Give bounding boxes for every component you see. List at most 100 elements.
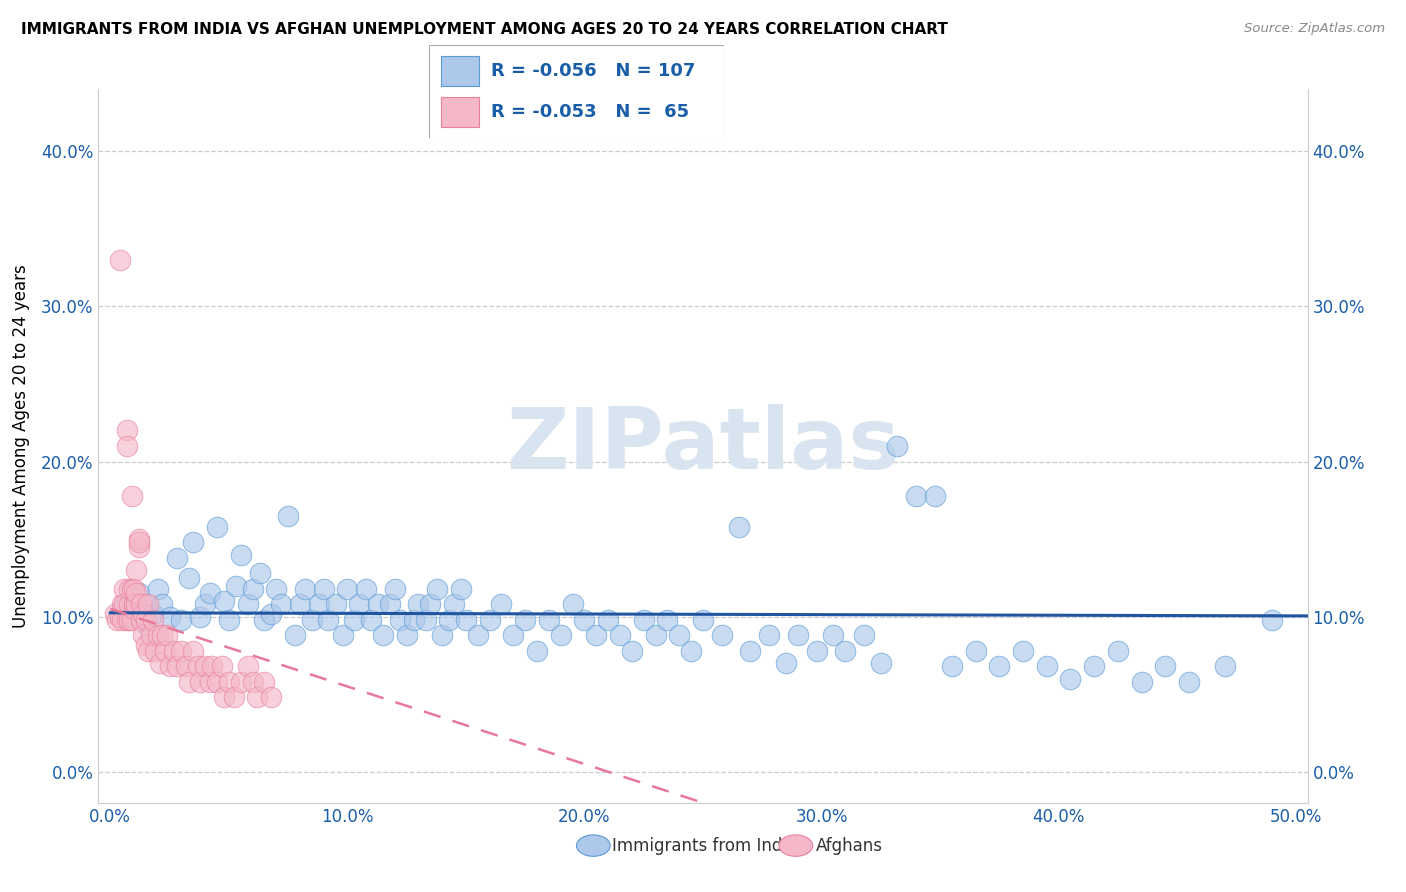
Point xyxy=(166,550,188,565)
Point xyxy=(111,597,134,611)
Point xyxy=(356,582,378,596)
Point xyxy=(439,613,461,627)
Point xyxy=(146,628,169,642)
Point xyxy=(181,644,204,658)
Point xyxy=(502,628,524,642)
Point xyxy=(190,674,212,689)
Point xyxy=(308,597,330,611)
Point xyxy=(408,597,430,611)
Point xyxy=(312,582,335,596)
Point xyxy=(136,597,159,611)
Point xyxy=(159,659,181,673)
Point xyxy=(229,548,252,562)
Point xyxy=(823,628,845,642)
Point xyxy=(869,656,891,670)
Point xyxy=(478,613,501,627)
Point xyxy=(550,628,572,642)
Point xyxy=(644,628,666,642)
Point xyxy=(242,674,264,689)
Point xyxy=(367,597,389,611)
Text: ZIPatlas: ZIPatlas xyxy=(506,404,900,488)
Point xyxy=(114,582,136,596)
Circle shape xyxy=(779,835,813,856)
Point xyxy=(118,613,141,627)
Point xyxy=(260,607,283,621)
Point xyxy=(205,519,228,533)
Point xyxy=(253,613,276,627)
Point xyxy=(129,597,152,611)
Point xyxy=(657,613,679,627)
Point xyxy=(225,579,247,593)
Point xyxy=(104,607,127,621)
Text: R = -0.053   N =  65: R = -0.053 N = 65 xyxy=(491,103,689,121)
Point xyxy=(443,597,465,611)
Circle shape xyxy=(576,835,610,856)
Point xyxy=(415,613,437,627)
Point xyxy=(121,489,143,503)
Point xyxy=(775,656,797,670)
Point xyxy=(153,644,176,658)
Point xyxy=(294,582,316,596)
Point xyxy=(115,424,138,438)
Point xyxy=(270,597,292,611)
Point xyxy=(135,638,157,652)
Point xyxy=(205,674,228,689)
Bar xyxy=(440,97,479,127)
Point xyxy=(122,597,145,611)
Point xyxy=(332,628,354,642)
Point xyxy=(941,659,963,673)
Point xyxy=(218,613,240,627)
Point xyxy=(128,540,150,554)
Point xyxy=(174,659,197,673)
Text: Afghans: Afghans xyxy=(815,837,883,855)
Point xyxy=(128,535,150,549)
Bar xyxy=(440,56,479,86)
Point xyxy=(177,571,200,585)
Point xyxy=(467,628,489,642)
Point xyxy=(108,609,131,624)
Point xyxy=(343,613,366,627)
Point xyxy=(125,597,148,611)
Point xyxy=(284,628,307,642)
Point xyxy=(360,613,382,627)
Point xyxy=(1012,644,1035,658)
Point xyxy=(668,628,690,642)
Point xyxy=(1130,674,1153,689)
Point xyxy=(139,628,162,642)
Text: R = -0.056   N = 107: R = -0.056 N = 107 xyxy=(491,62,695,79)
Point xyxy=(170,613,193,627)
Point xyxy=(395,628,418,642)
Point xyxy=(426,582,449,596)
Text: Immigrants from India: Immigrants from India xyxy=(612,837,797,855)
Point xyxy=(135,617,157,632)
Point xyxy=(121,582,143,596)
Point xyxy=(609,628,631,642)
Point xyxy=(122,582,145,596)
Point xyxy=(236,659,259,673)
Point xyxy=(692,613,714,627)
Point xyxy=(371,628,394,642)
Point xyxy=(118,582,141,596)
Point xyxy=(242,582,264,596)
Point xyxy=(198,586,221,600)
Point xyxy=(152,628,174,642)
Point xyxy=(924,489,946,503)
Point xyxy=(336,582,359,596)
Point xyxy=(1178,674,1201,689)
Point xyxy=(277,508,299,523)
Point xyxy=(853,628,876,642)
Point xyxy=(249,566,271,581)
Point xyxy=(212,594,235,608)
Point xyxy=(432,628,454,642)
Point xyxy=(121,613,143,627)
Point xyxy=(1107,644,1129,658)
Point xyxy=(128,586,150,600)
Point xyxy=(325,597,347,611)
Point xyxy=(149,656,172,670)
Point xyxy=(727,519,749,533)
Point xyxy=(574,613,596,627)
Point xyxy=(125,586,148,600)
Point xyxy=(105,613,128,627)
Point xyxy=(152,597,174,611)
Point xyxy=(598,613,620,627)
